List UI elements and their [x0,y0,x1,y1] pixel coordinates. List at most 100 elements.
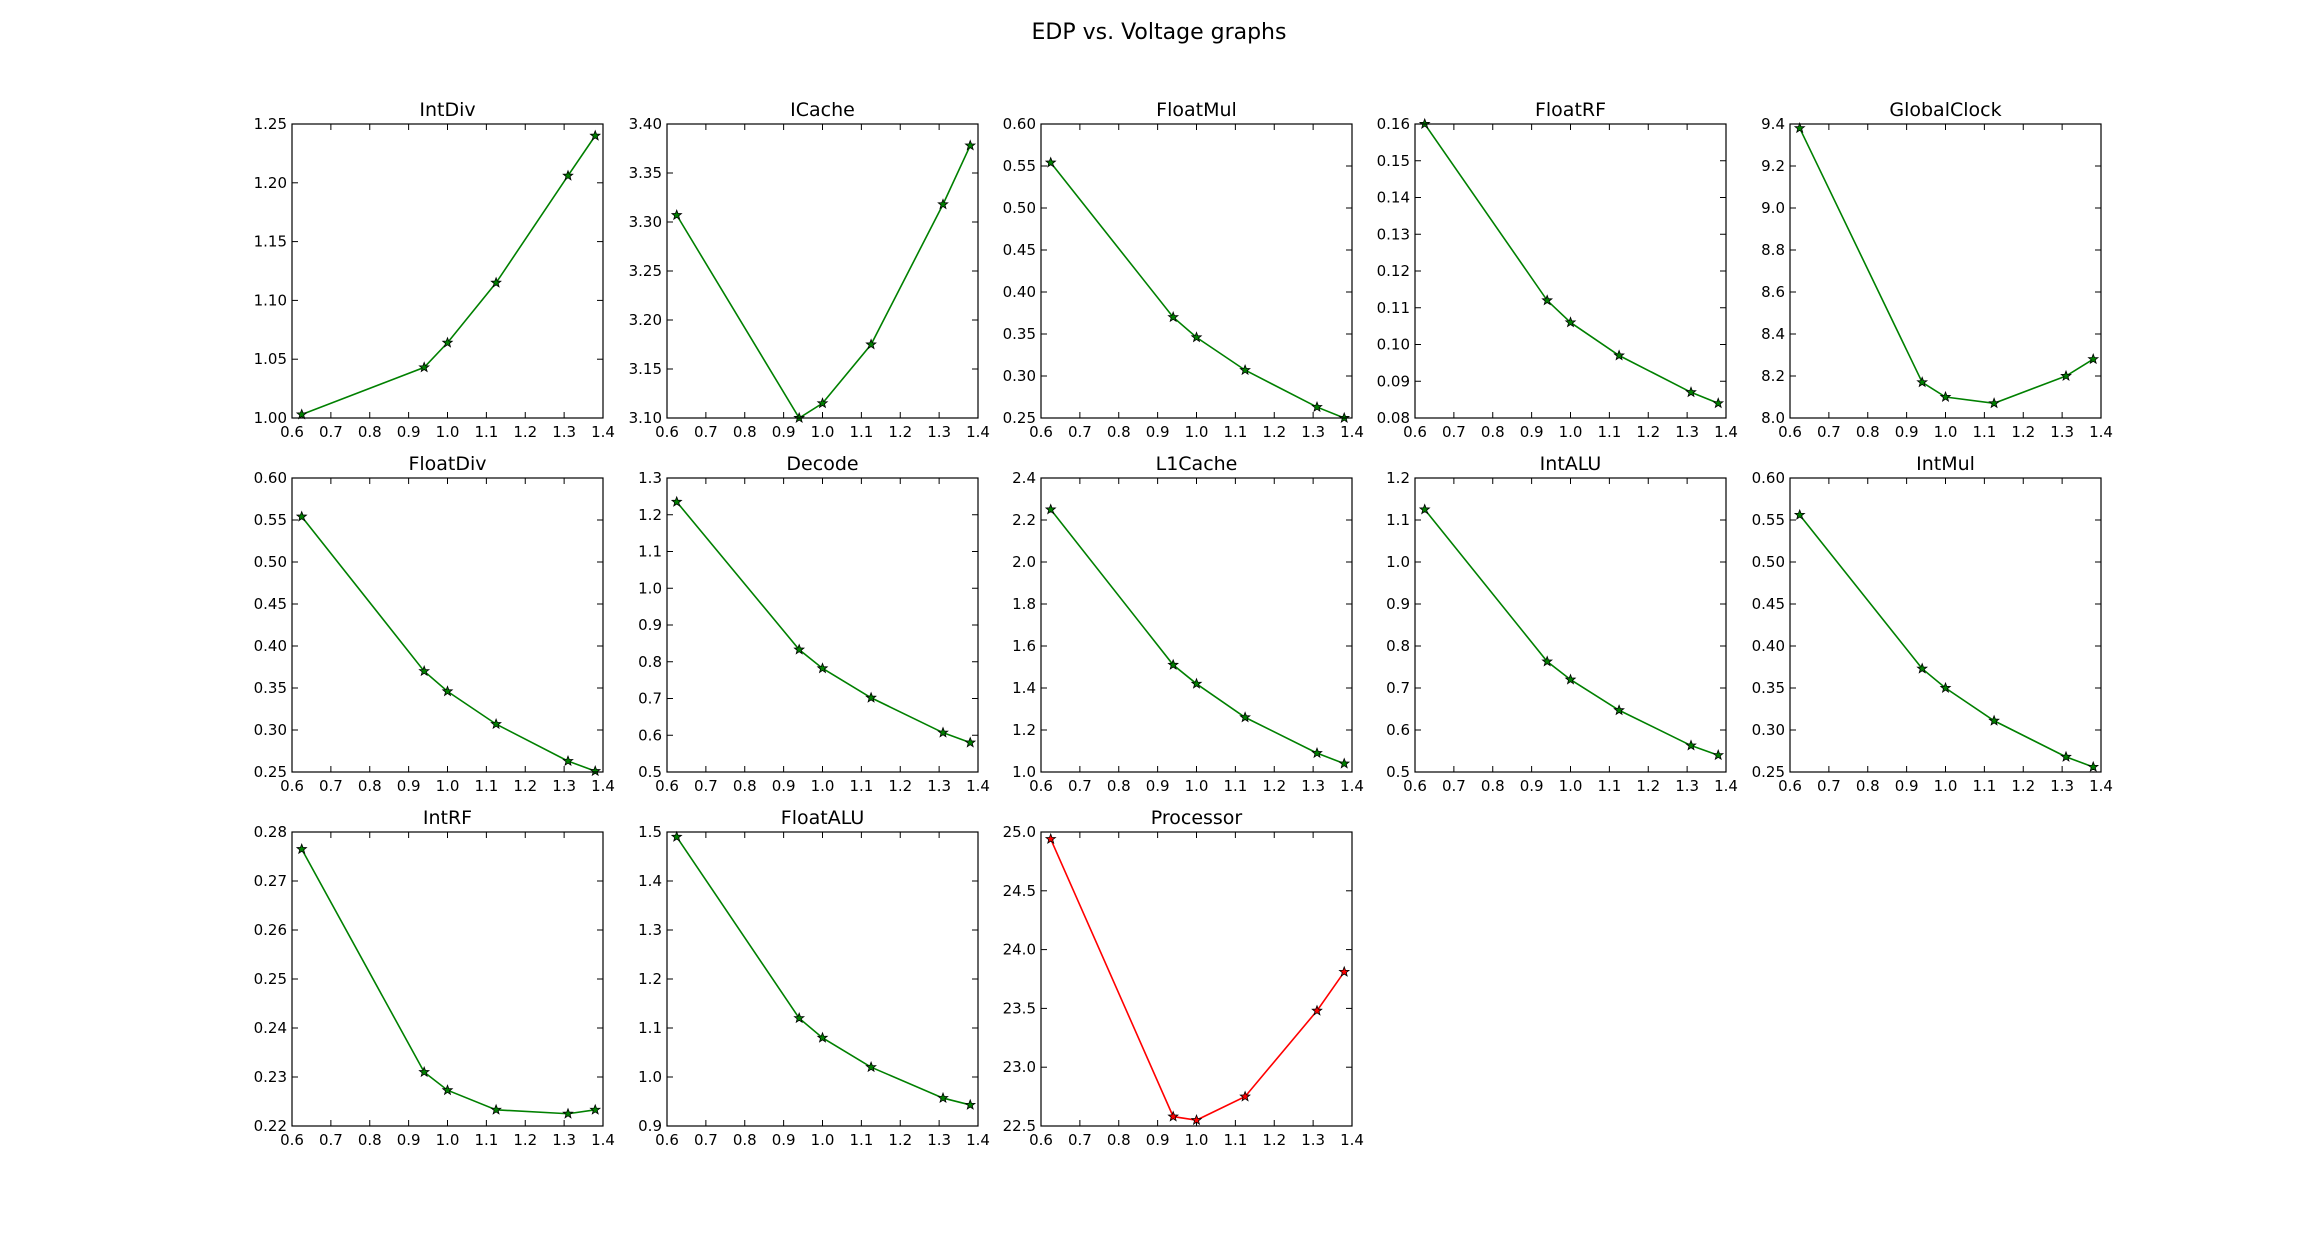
x-tick-label: 1.3 [1301,777,1325,795]
chart-title: IntMul [1916,453,1975,475]
y-tick-label: 24.0 [1003,941,1036,959]
x-tick-label: 0.7 [1817,423,1841,441]
y-tick-label: 24.5 [1003,882,1036,900]
y-tick-label: 0.35 [1003,325,1036,343]
x-tick-label: 1.4 [591,777,615,795]
x-tick-label: 0.9 [1520,423,1544,441]
y-tick-label: 1.2 [1386,469,1410,487]
x-tick-label: 0.8 [358,777,382,795]
data-point [937,1091,949,1104]
plot-frame [291,477,604,773]
chart-title: Decode [786,453,858,475]
x-tick-label: 1.4 [966,423,990,441]
plot-frame [1414,123,1727,419]
x-tick-label: 0.7 [1442,777,1466,795]
x-tick-label: 1.1 [849,777,873,795]
x-tick-label: 0.7 [319,1131,343,1149]
data-point [562,169,574,181]
x-tick-label: 1.2 [2011,777,2035,795]
x-tick-label: 0.8 [1107,777,1131,795]
y-tick-label: 0.35 [254,679,287,697]
data-point [937,198,949,210]
y-tick-label: 0.60 [254,469,287,487]
chart-globalclock: GlobalClock 0.6 0.7 0.8 0.9 1.0 1.1 1.2 1.3 1.4 8.… [1761,99,2113,441]
y-tick-label: 1.4 [638,872,662,890]
data-point [418,665,431,677]
x-tick-label: 1.3 [1675,777,1699,795]
y-tick-label: 3.25 [629,262,662,280]
x-tick-label: 1.1 [1972,777,1996,795]
plot-frame [666,477,979,773]
data-point [865,1061,877,1073]
data-point [1190,677,1203,689]
x-tick-label: 1.2 [513,423,537,441]
y-tick-label: 2.4 [1012,469,1036,487]
y-tick-label: 22.5 [1003,1117,1036,1135]
y-tick-label: 0.55 [1752,511,1785,529]
x-tick-label: 0.7 [694,1131,718,1149]
y-tick-label: 0.25 [1752,763,1785,781]
chart-title: Processor [1151,807,1243,829]
x-tick-label: 1.2 [1636,777,1660,795]
y-tick-label: 0.9 [638,1117,662,1135]
data-point [1311,746,1323,759]
x-tick-label: 1.1 [1223,777,1247,795]
y-tick-label: 0.11 [1377,299,1410,317]
series-line [1799,514,2094,768]
data-point [2087,353,2100,365]
y-tick-label: 1.5 [638,823,662,841]
y-tick-label: 1.2 [1012,721,1036,739]
y-tick-label: 0.25 [1003,409,1036,427]
data-point [1338,965,1351,977]
data-point [816,1031,829,1043]
x-tick-label: 1.0 [436,777,460,795]
y-tick-label: 0.45 [1003,241,1036,259]
chart-title: IntDiv [419,99,475,121]
y-tick-label: 3.35 [629,164,662,182]
x-tick-label: 1.0 [1559,423,1583,441]
x-tick-label: 0.7 [319,777,343,795]
y-tick-label: 0.6 [1386,721,1410,739]
y-tick-label: 8.4 [1761,325,1785,343]
y-tick-label: 2.0 [1012,553,1036,571]
x-tick-label: 1.2 [888,777,912,795]
y-tick-label: 8.0 [1761,409,1785,427]
data-point [793,1012,806,1024]
y-tick-label: 0.45 [1752,595,1785,613]
data-point [1190,1113,1203,1126]
x-tick-label: 0.7 [1068,423,1092,441]
y-tick-label: 0.10 [1377,336,1410,354]
x-tick-label: 0.7 [1068,777,1092,795]
data-point [1564,673,1577,685]
y-tick-label: 0.23 [254,1068,287,1086]
y-tick-label: 0.35 [1752,679,1785,697]
x-tick-label: 0.6 [1403,423,1427,441]
y-tick-label: 1.15 [254,233,287,251]
data-point [1685,739,1697,751]
chart-floatalu: FloatALU 0.6 0.7 0.8 0.9 1.0 1.1 1.2 1.3 1.4 0.9 1.… [638,807,990,1149]
x-tick-label: 1.1 [849,423,873,441]
y-tick-label: 1.0 [638,1068,662,1086]
plot-frame [1789,123,2102,419]
y-tick-label: 0.6 [638,726,662,744]
series-line [1050,162,1345,419]
series-line [1050,509,1345,765]
series-line [301,516,596,772]
data-point [1311,400,1323,413]
x-tick-label: 0.8 [1107,423,1131,441]
x-tick-label: 0.8 [733,423,757,441]
y-tick-label: 0.7 [638,690,662,708]
x-tick-label: 1.3 [927,1131,951,1149]
y-tick-label: 3.15 [629,360,662,378]
y-tick-label: 0.40 [254,637,287,655]
data-point [1239,711,1251,723]
y-tick-label: 9.4 [1761,115,1785,133]
x-tick-label: 1.0 [811,423,835,441]
y-tick-label: 1.0 [1012,763,1036,781]
figure-title: EDP vs. Voltage graphs [1031,20,1287,45]
plot-frame [666,123,979,419]
data-point [793,643,806,655]
x-tick-label: 0.9 [1895,423,1919,441]
